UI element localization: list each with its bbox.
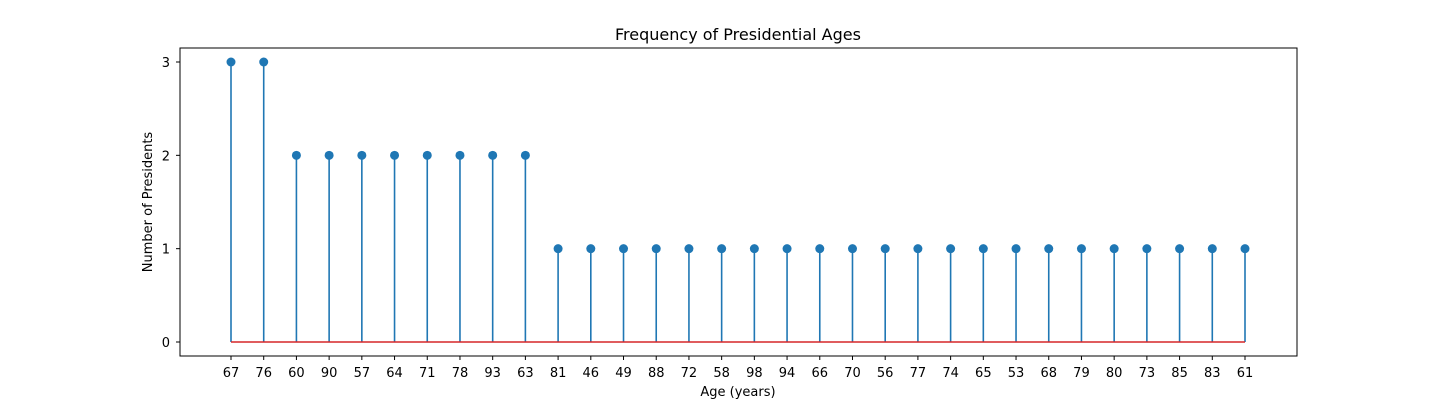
x-tick-label: 68 <box>1040 366 1057 381</box>
stem-marker <box>978 244 988 254</box>
x-tick-label: 90 <box>321 366 338 381</box>
x-tick-label: 94 <box>779 366 796 381</box>
x-tick-label: 60 <box>288 366 305 381</box>
x-tick-label: 98 <box>746 366 763 381</box>
stem-marker <box>913 244 923 254</box>
chart-marks <box>226 57 1250 343</box>
stem-marker <box>1207 244 1217 254</box>
x-tick-label: 64 <box>386 366 403 381</box>
stem-marker <box>291 150 301 160</box>
stem-marker <box>1044 244 1054 254</box>
y-tick-label: 0 <box>162 336 170 351</box>
x-tick-label: 88 <box>648 366 665 381</box>
x-tick-label: 61 <box>1237 366 1254 381</box>
x-tick-label: 79 <box>1073 366 1090 381</box>
stem-marker <box>847 244 857 254</box>
x-tick-label: 66 <box>812 366 829 381</box>
x-tick-label: 80 <box>1106 366 1123 381</box>
stem-marker <box>946 244 956 254</box>
x-tick-label: 57 <box>354 366 371 381</box>
chart-title: Frequency of Presidential Ages <box>615 25 861 44</box>
x-tick-label: 93 <box>484 366 501 381</box>
stem-marker <box>455 150 465 160</box>
plot-frame <box>179 47 1298 357</box>
stem-marker <box>422 150 432 160</box>
stem-marker <box>520 150 530 160</box>
stem-marker <box>324 150 334 160</box>
stem-marker <box>684 244 694 254</box>
stem-marker <box>1142 244 1152 254</box>
x-axis-label: Age (years) <box>700 385 775 400</box>
x-tick-label: 58 <box>713 366 730 381</box>
stem-marker <box>357 150 367 160</box>
stem-marker <box>749 244 759 254</box>
stem-marker <box>815 244 825 254</box>
stem-marker <box>1175 244 1185 254</box>
x-tick-label: 77 <box>910 366 927 381</box>
stem-marker <box>717 244 727 254</box>
stem-marker <box>782 244 792 254</box>
x-tick-label: 71 <box>419 366 436 381</box>
stem-marker <box>488 150 498 160</box>
y-tick-label: 3 <box>162 56 170 71</box>
stem-marker <box>259 57 269 67</box>
x-tick-label: 67 <box>223 366 240 381</box>
x-tick-label: 78 <box>452 366 469 381</box>
x-tick-label: 53 <box>1008 366 1025 381</box>
x-tick-label: 70 <box>844 366 861 381</box>
x-tick-label: 46 <box>583 366 600 381</box>
x-tick-label: 74 <box>942 366 959 381</box>
y-axis: 0 1 2 3 <box>162 56 180 351</box>
x-tick-label: 63 <box>517 366 534 381</box>
x-tick-label: 73 <box>1139 366 1156 381</box>
stem-marker <box>1076 244 1086 254</box>
stem-marker <box>1011 244 1021 254</box>
x-tick-label: 81 <box>550 366 567 381</box>
x-tick-label: 85 <box>1171 366 1188 381</box>
y-tick-label: 1 <box>162 243 170 258</box>
stem-marker <box>651 244 661 254</box>
x-tick-label: 83 <box>1204 366 1221 381</box>
stem-marker <box>226 57 236 67</box>
x-tick-label: 49 <box>615 366 632 381</box>
y-axis-label: Number of Presidents <box>141 132 156 273</box>
stem-marker <box>553 244 563 254</box>
x-axis: 67 76 60 90 57 64 71 78 93 63 81 46 49 88 72 58 98 94 66 70… <box>223 356 1254 381</box>
x-tick-label: 56 <box>877 366 894 381</box>
y-tick-label: 2 <box>162 149 170 164</box>
stem-marker <box>586 244 596 254</box>
stem-marker <box>880 244 890 254</box>
x-tick-label: 76 <box>255 366 272 381</box>
stem-marker <box>1109 244 1119 254</box>
x-tick-label: 72 <box>681 366 698 381</box>
x-tick-label: 65 <box>975 366 992 381</box>
stem-marker <box>1240 244 1250 254</box>
stem-marker <box>619 244 629 254</box>
stem-marker <box>390 150 400 160</box>
